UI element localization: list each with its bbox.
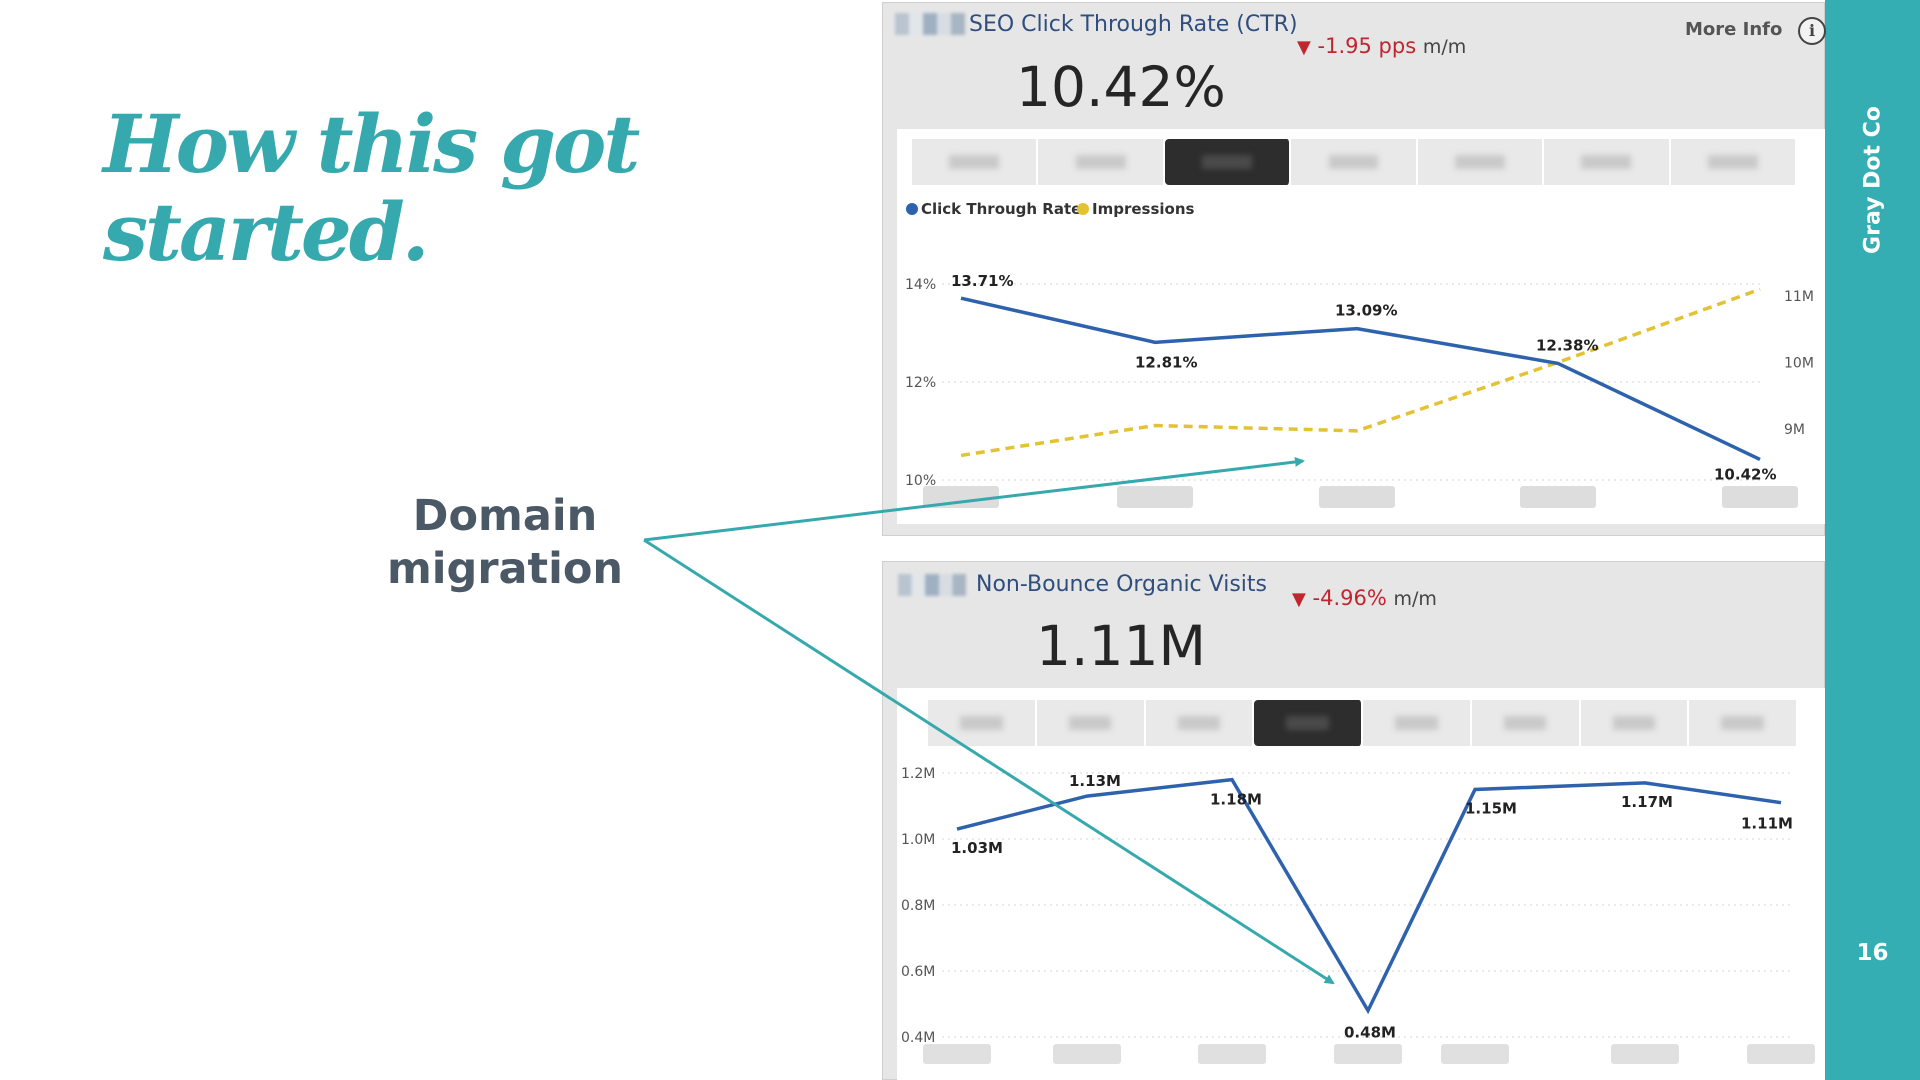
ctr-data-label: 13.09% (1335, 302, 1397, 320)
slicer-cell[interactable] (912, 139, 1039, 185)
x-tick-label-blurred (923, 486, 999, 508)
nbv-data-label: 1.15M (1465, 800, 1517, 818)
callout-line-2: migration (387, 544, 623, 594)
ctr-card-title: SEO Click Through Rate (CTR) (969, 12, 1298, 37)
nbv-card: Non-Bounce Organic Visits ▼ -4.96% m/m 1… (882, 561, 1825, 1080)
x-tick-label-blurred (1117, 486, 1193, 508)
x-tick-label-blurred (923, 1044, 991, 1064)
nbv-kpi-value: 1.11M (1036, 614, 1206, 678)
ctr-line-chart: Click Through Rate Impressions 10% 12% 14% 9M… (905, 200, 1814, 508)
info-icon[interactable]: i (1798, 17, 1826, 45)
y-left-tick-label: 14% (905, 277, 936, 293)
nbv-data-label: 1.17M (1621, 793, 1673, 811)
y-tick-label: 1.2M (901, 766, 935, 782)
x-tick-label-blurred (1611, 1044, 1679, 1064)
callout-label: Domain migration (360, 490, 650, 596)
nbv-card-title: Non-Bounce Organic Visits (976, 572, 1267, 597)
y-tick-label: 0.6M (901, 964, 935, 980)
slicer-cell[interactable] (928, 700, 1037, 746)
x-tick-label-blurred (1722, 486, 1798, 508)
nbv-data-label: 1.03M (951, 839, 1003, 857)
nbv-line-chart: 0.4M 0.6M 0.8M 1.0M 1.2M 1.03M 1.13M 1.18M 0.48M… (901, 766, 1815, 1064)
x-tick-label-blurred (1441, 1044, 1509, 1064)
more-info-link[interactable]: More Info (1685, 19, 1783, 40)
page-number: 16 (1856, 940, 1889, 966)
x-tick-label-blurred (1334, 1044, 1402, 1064)
arrow-to-impressions (643, 456, 1305, 542)
nbv-data-label: 1.13M (1069, 772, 1121, 790)
ctr-card: SEO Click Through Rate (CTR) ▼ -1.95 pps… (882, 2, 1826, 536)
y-right-tick-label: 10M (1784, 355, 1814, 371)
slicer-cell[interactable] (1145, 700, 1255, 746)
slicer-cell[interactable] (1036, 700, 1146, 746)
x-tick-label-blurred (1053, 1044, 1121, 1064)
down-arrow-icon: ▼ (1292, 589, 1306, 610)
nbv-period-slicer[interactable] (928, 700, 1798, 746)
slicer-cell-selected[interactable] (1164, 139, 1292, 185)
nbv-card-header: Non-Bounce Organic Visits ▼ -4.96% m/m 1… (883, 562, 1824, 688)
y-right-tick-label: 9M (1784, 422, 1805, 438)
y-tick-label: 0.4M (901, 1030, 935, 1046)
nbv-chart-area (897, 688, 1825, 1080)
slicer-cell[interactable] (1670, 139, 1797, 185)
slide-title-line-1: How this got (103, 97, 640, 191)
arrow-to-traffic-dip (643, 538, 1335, 985)
legend-label-impressions: Impressions (1092, 200, 1195, 218)
nbv-data-label: 1.11M (1741, 815, 1793, 833)
callout-arrows (643, 456, 1335, 985)
nbv-data-label: 0.48M (1344, 1024, 1396, 1042)
brand-sidebar (1825, 0, 1920, 1080)
legend-dot-impressions (1077, 203, 1089, 215)
x-tick-label-blurred (1319, 486, 1395, 508)
ctr-data-label: 10.42% (1714, 465, 1776, 483)
ctr-kpi-value: 10.42% (1016, 55, 1226, 119)
slicer-cell[interactable] (1291, 139, 1418, 185)
ctr-card-header: SEO Click Through Rate (CTR) ▼ -1.95 pps… (883, 3, 1826, 129)
down-arrow-icon: ▼ (1297, 37, 1311, 58)
slicer-cell[interactable] (1363, 700, 1472, 746)
nbv-series-line (956, 777, 1782, 1015)
ctr-chart-area (897, 129, 1825, 524)
slicer-cell[interactable] (1689, 700, 1798, 746)
pixelated-logo-icon (895, 13, 965, 35)
ctr-data-label: 12.81% (1135, 353, 1197, 371)
legend-label-ctr: Click Through Rate (921, 200, 1081, 218)
y-right-tick-label: 11M (1784, 289, 1814, 305)
y-tick-label: 1.0M (901, 832, 935, 848)
y-left-tick-label: 10% (905, 473, 936, 489)
pixelated-logo-icon (898, 574, 966, 596)
x-tick-label-blurred (1198, 1044, 1266, 1064)
slicer-cell-selected[interactable] (1254, 700, 1363, 746)
slicer-cell[interactable] (1417, 139, 1545, 185)
slicer-cell[interactable] (1471, 700, 1581, 746)
nbv-delta: ▼ -4.96% m/m (1292, 586, 1437, 610)
nbv-data-label: 1.18M (1210, 791, 1262, 809)
slide-title-line-2: started. (103, 185, 430, 279)
slicer-cell[interactable] (1580, 700, 1690, 746)
nbv-delta-unit: m/m (1393, 588, 1437, 610)
callout-line-1: Domain (412, 491, 598, 541)
ctr-delta: ▼ -1.95 pps m/m (1297, 34, 1466, 58)
y-tick-label: 0.8M (901, 898, 935, 914)
ctr-period-slicer[interactable] (912, 139, 1797, 185)
x-tick-label-blurred (1747, 1044, 1815, 1064)
ctr-delta-value: -1.95 pps (1317, 34, 1417, 58)
ctr-delta-unit: m/m (1422, 36, 1467, 58)
nbv-delta-value: -4.96% (1312, 586, 1387, 610)
slicer-cell[interactable] (1038, 139, 1165, 185)
x-tick-label-blurred (1520, 486, 1596, 508)
y-left-tick-label: 12% (905, 375, 936, 391)
legend-dot-ctr (906, 203, 918, 215)
impressions-series-line (960, 287, 1761, 458)
ctr-data-label: 13.71% (951, 272, 1013, 290)
ctr-data-label: 12.38% (1536, 336, 1598, 354)
slide-title: How this got started. (103, 97, 640, 279)
ctr-series-line (960, 296, 1761, 462)
slicer-cell[interactable] (1544, 139, 1671, 185)
